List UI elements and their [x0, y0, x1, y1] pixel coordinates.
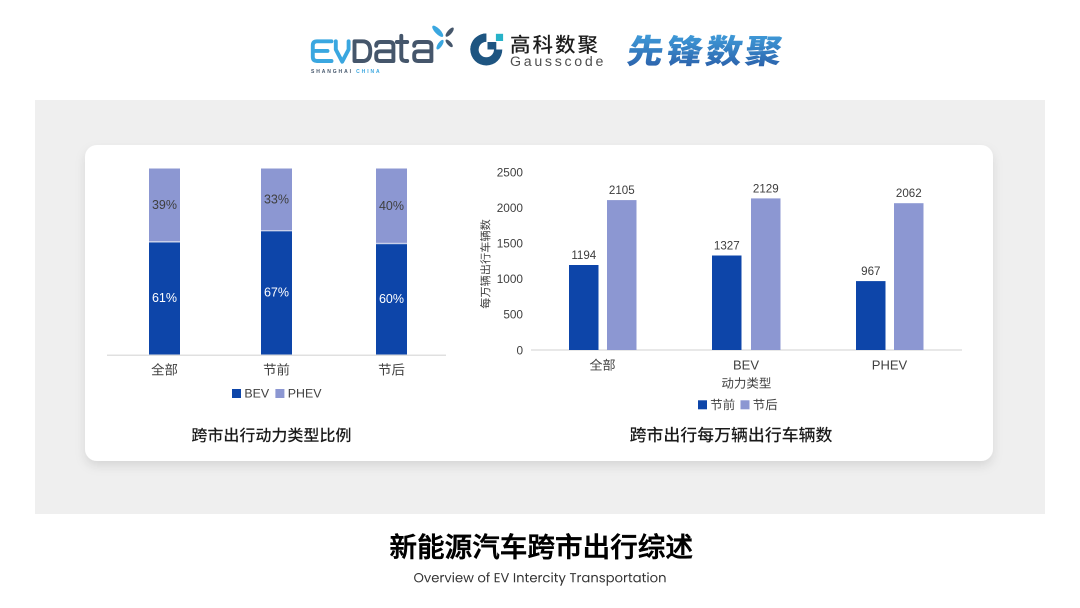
svg-text:61%: 61%: [152, 291, 177, 305]
svg-text:1194: 1194: [571, 249, 596, 262]
svg-text:BEV: BEV: [733, 358, 759, 373]
svg-text:SHANGHAI CHINA: SHANGHAI CHINA: [311, 69, 382, 75]
svg-text:60%: 60%: [379, 292, 404, 306]
svg-text:1500: 1500: [497, 237, 524, 251]
svg-text:0: 0: [516, 343, 523, 357]
svg-text:39%: 39%: [152, 198, 177, 212]
svg-text:40%: 40%: [379, 199, 404, 213]
svg-text:33%: 33%: [264, 193, 289, 207]
svg-text:2062: 2062: [896, 187, 922, 200]
svg-text:67%: 67%: [264, 286, 289, 300]
svg-text:PHEV: PHEV: [288, 387, 322, 401]
svg-text:PHEV: PHEV: [872, 358, 908, 373]
svg-text:2105: 2105: [609, 184, 635, 197]
svg-text:2000: 2000: [497, 201, 524, 215]
svg-text:2129: 2129: [753, 182, 779, 195]
svg-text:Gausscode: Gausscode: [510, 54, 606, 70]
svg-text:967: 967: [861, 265, 880, 278]
svg-text:500: 500: [503, 308, 523, 322]
svg-text:2500: 2500: [497, 165, 524, 179]
svg-text:1000: 1000: [497, 272, 524, 286]
svg-text:1327: 1327: [714, 240, 740, 253]
svg-text:BEV: BEV: [244, 387, 270, 401]
